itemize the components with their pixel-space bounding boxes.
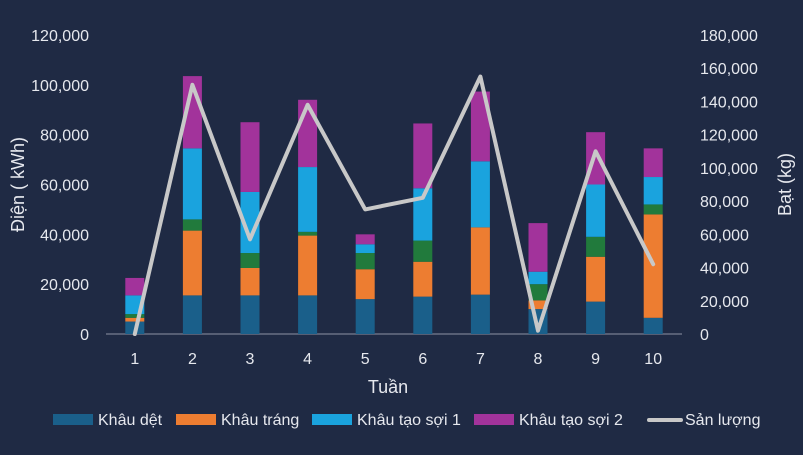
x-tick-label: 7 [476,351,485,368]
bar-segment-khâu-tráng [240,267,260,296]
legend-label: Khâu dệt [98,412,163,429]
legend-label: Sản lượng [685,412,760,429]
x-tick-label: 9 [591,351,600,368]
x-tick-label: 8 [534,351,543,368]
y-tick-label-left: 20,000 [40,277,89,294]
legend-label: Khâu tạo sợi 1 [357,412,461,429]
bar-segment-series-2 [125,314,145,318]
bar-segment-khâu-tráng [182,230,202,296]
legend-label: Khâu tráng [221,412,299,429]
bar-segment-series-2 [643,204,663,215]
bar-segment-khâu-tạo-sợi-1 [643,177,663,205]
legend-label: Khâu tạo sợi 2 [519,412,623,429]
y-axis-title-left: Điện ( kWh) [8,137,28,232]
bar-segment-khâu-tráng [470,227,490,295]
bar-segment-khâu-tạo-sợi-2 [643,148,663,178]
x-tick-label: 1 [130,351,139,368]
bar-segment-series-2 [240,253,260,268]
bar-segment-khâu-dệt [240,295,260,334]
bar-segment-khâu-tráng [413,261,433,297]
bar-segment-series-2 [355,253,375,270]
bar-segment-khâu-tạo-sợi-2 [240,122,260,192]
y-tick-label-right: 20,000 [700,294,749,311]
y-tick-label-right: 140,000 [700,94,758,111]
bar-segment-khâu-tạo-sợi-1 [355,244,375,254]
bar-segment-series-2 [298,231,318,236]
bar-segment-khâu-tạo-sợi-2 [125,277,145,296]
bar-segment-khâu-dệt [470,294,490,334]
x-tick-label: 2 [188,351,197,368]
bar-segment-khâu-tráng [298,235,318,296]
y-tick-label-left: 80,000 [40,128,89,145]
x-tick-label: 5 [361,351,370,368]
bar-segment-khâu-dệt [182,295,202,334]
bar-segment-khâu-tráng [586,256,606,302]
bar-segment-khâu-tạo-sợi-1 [182,148,202,220]
line-series-san-luong [132,74,656,336]
bar-segment-khâu-tạo-sợi-2 [470,91,490,162]
bar-segment-khâu-tạo-sợi-1 [528,271,548,285]
bar-segment-khâu-tạo-sợi-1 [586,184,606,237]
legend-swatch [53,414,93,425]
y-tick-label-right: 60,000 [700,227,749,244]
bar-segment-khâu-dệt [355,299,375,334]
y-tick-label-right: 160,000 [700,61,758,78]
x-tick-label: 4 [303,351,312,368]
y-tick-label-right: 0 [700,327,709,344]
bar-segment-khâu-dệt [643,317,663,334]
bar-segment-khâu-tráng [355,269,375,300]
bar-segment-khâu-dệt [413,296,433,334]
bar-segment-khâu-tráng [528,300,548,310]
bar-segment-series-2 [586,236,606,257]
bar-segment-series-2 [413,240,433,262]
bar-segment-khâu-tạo-sợi-1 [413,188,433,241]
x-axis-title: Tuần [368,377,408,397]
y-tick-label-right: 100,000 [700,161,758,178]
bar-segment-khâu-tráng [125,317,145,322]
y-tick-label-right: 120,000 [700,128,758,145]
y-axis-title-right: Bạt (kg) [775,153,795,216]
y-tick-label-left: 60,000 [40,178,89,195]
bar-segment-khâu-tạo-sợi-1 [240,191,260,254]
y-tick-label-left: 0 [80,327,89,344]
bar-segment-khâu-dệt [586,301,606,334]
x-tick-label: 10 [644,351,662,368]
legend-swatch [176,414,216,425]
y-tick-label-left: 100,000 [31,78,89,95]
bar-segment-series-2 [528,284,548,301]
legend-swatch [312,414,352,425]
y-tick-label-left: 120,000 [31,28,89,45]
y-tick-label-right: 40,000 [700,261,749,278]
bar-segment-series-2 [182,219,202,231]
legend-swatch [474,414,514,425]
bar-segment-khâu-tạo-sợi-2 [413,123,433,189]
bar-segment-khâu-tạo-sợi-2 [298,99,318,168]
y-tick-label-right: 180,000 [700,28,758,45]
y-tick-label-left: 40,000 [40,227,89,244]
bar-segment-khâu-tạo-sợi-1 [470,161,490,228]
x-tick-label: 6 [418,351,427,368]
x-tick-label: 3 [246,351,255,368]
bar-segment-khâu-dệt [298,295,318,334]
bar-segment-khâu-tạo-sợi-1 [298,167,318,232]
bar-segment-khâu-tạo-sợi-2 [355,234,375,245]
bar-segment-khâu-tạo-sợi-2 [528,223,548,272]
y-tick-label-right: 80,000 [700,194,749,211]
